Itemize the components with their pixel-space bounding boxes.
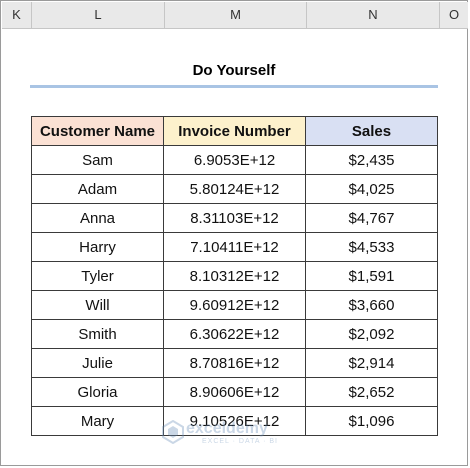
cell-invoice-number[interactable]: 8.10312E+12 <box>163 261 306 291</box>
cell-invoice-number[interactable]: 6.9053E+12 <box>163 145 306 175</box>
cell-customer-name[interactable]: Will <box>31 290 164 320</box>
header-invoice-number[interactable]: Invoice Number <box>163 116 306 146</box>
cell-customer-name[interactable]: Tyler <box>31 261 164 291</box>
cell-invoice-number[interactable]: 5.80124E+12 <box>163 174 306 204</box>
data-table: Customer Name Invoice Number Sales Sam 6.… <box>31 116 438 436</box>
column-header-k[interactable]: K <box>2 2 32 28</box>
title-underline <box>30 85 438 88</box>
table-row: Mary 9.10526E+12 $1,096 <box>31 406 438 436</box>
cell-sales[interactable]: $4,025 <box>305 174 438 204</box>
cell-invoice-number[interactable]: 6.30622E+12 <box>163 319 306 349</box>
cell-sales[interactable]: $2,435 <box>305 145 438 175</box>
cell-sales[interactable]: $2,914 <box>305 348 438 378</box>
cell-invoice-number[interactable]: 8.70816E+12 <box>163 348 306 378</box>
cell-sales[interactable]: $4,767 <box>305 203 438 233</box>
cell-customer-name[interactable]: Gloria <box>31 377 164 407</box>
cell-customer-name[interactable]: Smith <box>31 319 164 349</box>
column-header-n[interactable]: N <box>307 2 440 28</box>
cell-invoice-number[interactable]: 8.90606E+12 <box>163 377 306 407</box>
cell-sales[interactable]: $1,096 <box>305 406 438 436</box>
cell-customer-name[interactable]: Harry <box>31 232 164 262</box>
table-row: Smith 6.30622E+12 $2,092 <box>31 319 438 349</box>
cell-customer-name[interactable]: Sam <box>31 145 164 175</box>
cell-invoice-number[interactable]: 7.10411E+12 <box>163 232 306 262</box>
cell-sales[interactable]: $2,652 <box>305 377 438 407</box>
table-row: Julie 8.70816E+12 $2,914 <box>31 348 438 378</box>
cell-sales[interactable]: $2,092 <box>305 319 438 349</box>
table-row: Sam 6.9053E+12 $2,435 <box>31 145 438 175</box>
sheet-title[interactable]: Do Yourself <box>192 62 276 79</box>
column-header-m[interactable]: M <box>165 2 307 28</box>
cell-customer-name[interactable]: Anna <box>31 203 164 233</box>
column-header-l[interactable]: L <box>32 2 165 28</box>
table-row: Tyler 8.10312E+12 $1,591 <box>31 261 438 291</box>
header-sales[interactable]: Sales <box>305 116 438 146</box>
cell-customer-name[interactable]: Julie <box>31 348 164 378</box>
table-row: Harry 7.10411E+12 $4,533 <box>31 232 438 262</box>
column-header-o[interactable]: O <box>448 7 460 22</box>
cell-sales[interactable]: $4,533 <box>305 232 438 262</box>
cell-invoice-number[interactable]: 9.10526E+12 <box>163 406 306 436</box>
cell-customer-name[interactable]: Adam <box>31 174 164 204</box>
cell-sales[interactable]: $3,660 <box>305 290 438 320</box>
header-row: Customer Name Invoice Number Sales <box>31 116 438 146</box>
cell-customer-name[interactable]: Mary <box>31 406 164 436</box>
table-row: Adam 5.80124E+12 $4,025 <box>31 174 438 204</box>
table-row: Will 9.60912E+12 $3,660 <box>31 290 438 320</box>
cell-invoice-number[interactable]: 9.60912E+12 <box>163 290 306 320</box>
table-row: Anna 8.31103E+12 $4,767 <box>31 203 438 233</box>
column-header-bar: K L M N O <box>2 2 468 29</box>
header-customer-name[interactable]: Customer Name <box>31 116 164 146</box>
table-row: Gloria 8.90606E+12 $2,652 <box>31 377 438 407</box>
cell-invoice-number[interactable]: 8.31103E+12 <box>163 203 306 233</box>
cell-sales[interactable]: $1,591 <box>305 261 438 291</box>
